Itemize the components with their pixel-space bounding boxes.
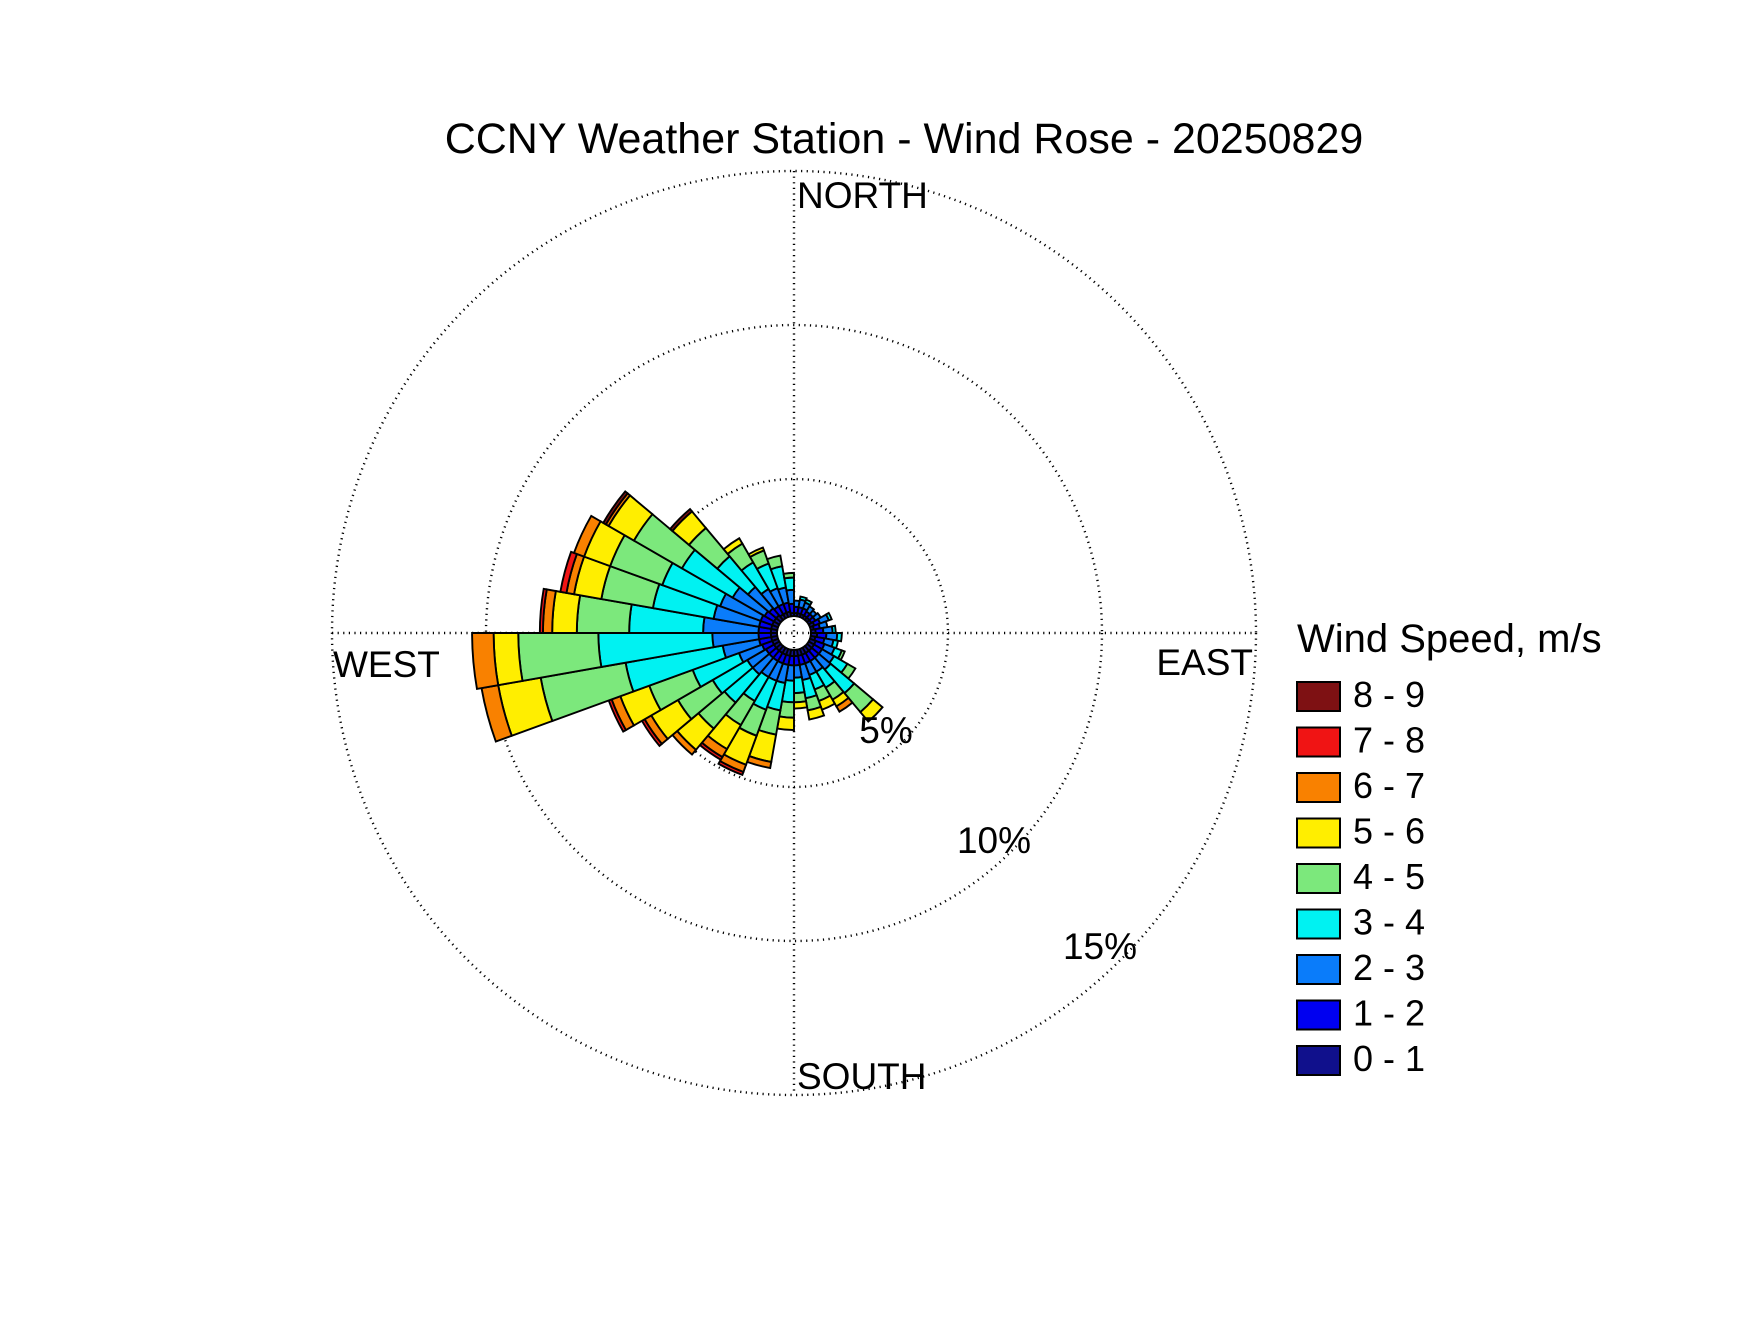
petal-segment-dir305-speed8-9 — [601, 490, 629, 526]
petal-segment-dir355-speed1-2 — [787, 602, 795, 615]
chart-title: CCNY Weather Station - Wind Rose - 20250… — [445, 115, 1364, 163]
petal-segment-dir135-speed5-6 — [859, 698, 884, 723]
compass-label-east: EAST — [1156, 642, 1253, 683]
polar-grid — [330, 169, 1258, 1097]
ring-label-5pct: 5% — [859, 710, 912, 751]
legend-swatch-2-3 — [1296, 954, 1341, 985]
petal-segment-dir175-speed2-3 — [793, 663, 803, 679]
legend-label-5-6: 5 - 6 — [1353, 811, 1425, 852]
petal-segment-dir145-speed6-7 — [835, 696, 854, 714]
petal-segment-dir355-speed3-4 — [783, 576, 795, 592]
petal-segment-dir335-speed5-6 — [747, 546, 766, 559]
petal-segment-dir15-speed3-4 — [798, 595, 808, 603]
compass-label-west: WEST — [333, 644, 440, 685]
petal-segment-dir85-speed2-3 — [821, 625, 834, 634]
legend-label-0-1: 0 - 1 — [1353, 1038, 1425, 1079]
petal-segment-dir165-speed5-6 — [806, 705, 826, 721]
ring-label-15pct: 15% — [1063, 926, 1137, 967]
grid-ring-10pct — [484, 323, 1104, 943]
legend-label-7-8: 7 - 8 — [1353, 720, 1425, 761]
petal-segment-dir25-speed3-4 — [803, 598, 814, 607]
compass-labels: NORTH EAST SOUTH WEST — [333, 175, 1253, 1097]
wind-rose-petals — [471, 490, 884, 777]
petal-segment-dir265-speed6-7 — [471, 632, 500, 691]
petal-segment-dir175-speed3-4 — [793, 675, 806, 695]
legend-label-8-9: 8 - 9 — [1353, 674, 1425, 715]
petal-segment-dir265-speed5-6 — [492, 632, 524, 687]
legend-label-6-7: 6 - 7 — [1353, 765, 1425, 806]
legend-rows: 8 - 9 7 - 86 - 7 5 - 64 - 5 3 - 42 - 3 1 - 2… — [1296, 674, 1425, 1079]
petal-segment-dir275-speed7-8 — [538, 587, 548, 634]
wind-speed-legend: Wind Speed, m/s 8 - 9 7 - 86 - 7 5 - 64 - … — [1296, 617, 1602, 1079]
petal-segment-dir275-speed5-6 — [551, 589, 582, 634]
legend-label-1-2: 1 - 2 — [1353, 993, 1425, 1034]
petal-segment-dir315-speed8-9 — [668, 507, 694, 533]
petal-segment-dir295-speed6-7 — [572, 514, 602, 558]
petal-segment-dir95-speed3-4 — [835, 632, 843, 643]
petal-segment-dir345-speed4-5 — [765, 554, 784, 571]
petal-segment-dir355-speed4-5 — [782, 571, 795, 580]
legend-label-4-5: 4 - 5 — [1353, 856, 1425, 897]
petal-segment-dir285-speed7-8 — [559, 550, 579, 594]
legend-swatch-5-6 — [1296, 817, 1341, 849]
legend-label-2-3: 2 - 3 — [1353, 947, 1425, 988]
compass-label-south: SOUTH — [797, 1056, 927, 1097]
legend-label-3-4: 3 - 4 — [1353, 902, 1425, 943]
legend-swatch-6-7 — [1296, 772, 1341, 803]
compass-label-north: NORTH — [797, 175, 928, 216]
petal-segment-dir205-speed7-8 — [717, 759, 745, 777]
petal-segment-dir355-speed2-3 — [785, 588, 795, 606]
legend-swatch-7-8 — [1296, 726, 1341, 758]
ring-label-10pct: 10% — [957, 820, 1031, 861]
petal-segment-dir325-speed5-6 — [722, 536, 744, 556]
petal-segment-dir85-speed3-4 — [830, 624, 837, 634]
legend-swatch-8-9 — [1296, 681, 1341, 712]
legend-swatch-1-2 — [1296, 999, 1341, 1031]
ring-percent-labels: 5% 10% 15% — [859, 710, 1137, 967]
legend-swatch-4-5 — [1296, 863, 1341, 894]
petal-segment-dir175-speed5-6 — [793, 700, 809, 710]
petal-segment-dir65-speed3-4 — [824, 611, 833, 622]
legend-title: Wind Speed, m/s — [1297, 617, 1602, 661]
petal-segment-dir35-speed2-3 — [805, 604, 816, 616]
legend-swatch-0-1 — [1296, 1045, 1341, 1076]
legend-swatch-3-4 — [1296, 908, 1341, 940]
